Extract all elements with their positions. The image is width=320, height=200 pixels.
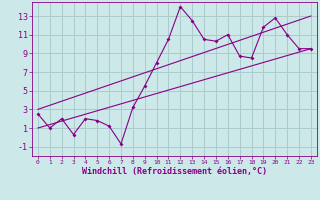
X-axis label: Windchill (Refroidissement éolien,°C): Windchill (Refroidissement éolien,°C) xyxy=(82,167,267,176)
